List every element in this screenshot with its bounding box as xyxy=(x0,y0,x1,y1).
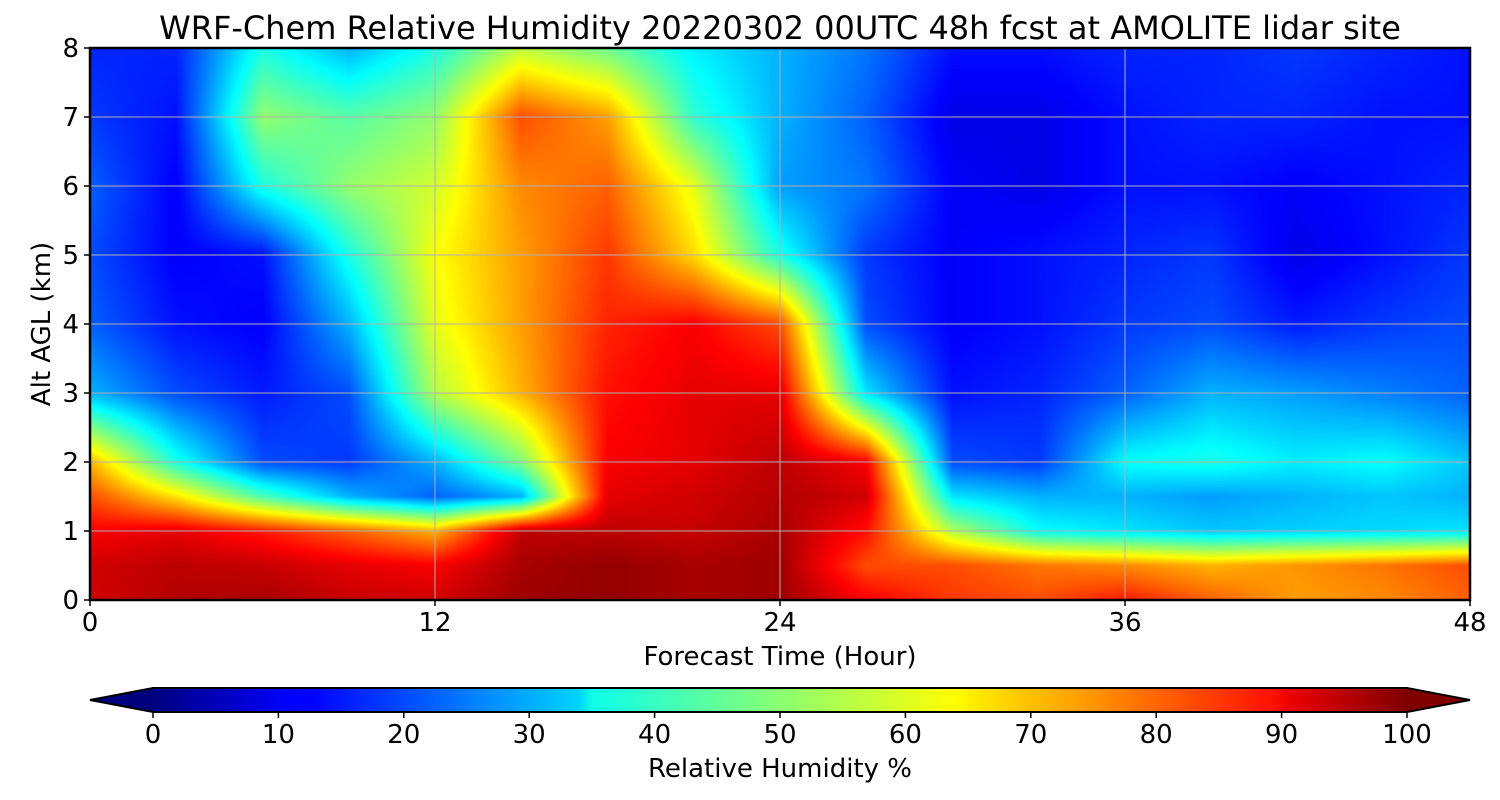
colorbar-extend-low xyxy=(90,688,153,712)
x-tick-label: 12 xyxy=(418,608,451,638)
colorbar-tick-label: 30 xyxy=(513,720,546,750)
colorbar-tick-label: 40 xyxy=(638,720,671,750)
colorbar-tick-label: 70 xyxy=(1014,720,1047,750)
y-tick-label: 5 xyxy=(62,241,79,271)
colorbar-tick-label: 90 xyxy=(1265,720,1298,750)
y-tick-label: 4 xyxy=(62,310,79,340)
x-tick-label: 48 xyxy=(1453,608,1486,638)
x-axis-label: Forecast Time (Hour) xyxy=(643,642,916,672)
colorbar-tick-label: 0 xyxy=(145,720,162,750)
y-tick-label: 6 xyxy=(62,172,79,202)
colorbar-tick-label: 60 xyxy=(889,720,922,750)
colorbar-ticks: 0 10 20 30 40 50 60 70 80 90 100 xyxy=(145,712,1432,750)
y-tick-label: 2 xyxy=(62,448,79,478)
x-tick-label: 24 xyxy=(763,608,796,638)
colorbar-tick-label: 10 xyxy=(262,720,295,750)
y-tick-label: 1 xyxy=(62,517,79,547)
y-tick-label: 0 xyxy=(62,586,79,616)
y-tick-label: 3 xyxy=(62,379,79,409)
y-axis-ticks: 0 1 2 3 4 5 6 7 8 xyxy=(62,34,90,616)
colorbar-tick-label: 100 xyxy=(1382,720,1432,750)
grid-lines xyxy=(90,48,1470,600)
x-tick-label: 36 xyxy=(1108,608,1141,638)
y-tick-label: 7 xyxy=(62,103,79,133)
y-tick-label: 8 xyxy=(62,34,79,64)
colorbar-extend-high xyxy=(1407,688,1470,712)
x-tick-label: 0 xyxy=(82,608,99,638)
chart-title: WRF-Chem Relative Humidity 20220302 00UT… xyxy=(159,9,1401,47)
colorbar-tick-label: 20 xyxy=(387,720,420,750)
colorbar-label: Relative Humidity % xyxy=(648,754,912,784)
colorbar-tick-label: 50 xyxy=(763,720,796,750)
y-axis-label: Alt AGL (km) xyxy=(27,242,57,406)
colorbar-tick-label: 80 xyxy=(1140,720,1173,750)
colorbar-body xyxy=(153,688,1407,712)
colorbar: 0 10 20 30 40 50 60 70 80 90 100 Relative Humidity… xyxy=(89,687,1471,784)
x-axis-ticks: 0 12 24 36 48 xyxy=(82,600,1487,638)
